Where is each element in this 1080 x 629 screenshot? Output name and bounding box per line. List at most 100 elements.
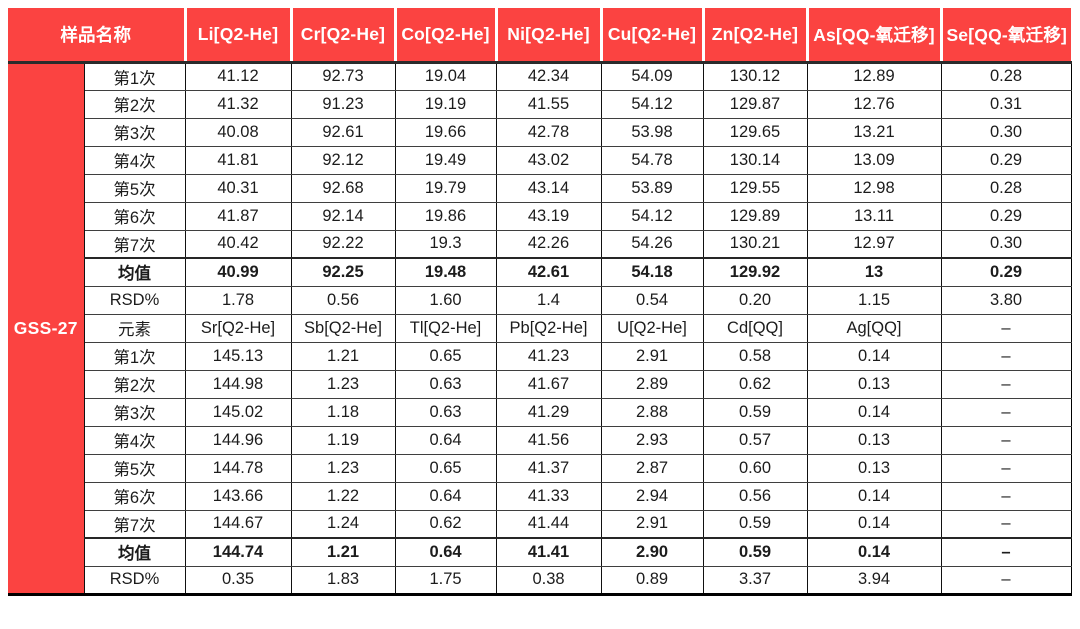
data-cell: 19.04 (395, 62, 497, 91)
data-cell: 1.24 (291, 510, 396, 539)
data-cell: 2.88 (601, 398, 704, 427)
table-row: 第1次 145.13 1.21 0.65 41.23 2.91 0.58 0.14– (8, 342, 1072, 371)
page: 样品名称 Li[Q2-He] Cr[Q2-He] Co[Q2-He] Ni[Q2-He… (8, 8, 1072, 596)
data-cell: 3.94 (807, 566, 942, 595)
data-cell: – (941, 482, 1072, 511)
row-label-cell: 第1次 (84, 62, 186, 91)
data-cell: 0.29 (941, 202, 1072, 231)
data-cell: 130.21 (703, 230, 808, 259)
data-cell: 53.89 (601, 174, 704, 203)
sample-name-cell: GSS-27 (8, 62, 85, 594)
data-cell: 1.21 (291, 342, 396, 371)
data-cell: 43.19 (496, 202, 602, 231)
data-cell: 54.09 (601, 62, 704, 91)
row-label-cell: 第2次 (84, 90, 186, 119)
table-row: 第4次 144.96 1.19 0.64 41.56 2.93 0.57 0.13– (8, 426, 1072, 455)
data-cell: Cd[QQ] (703, 314, 808, 343)
data-cell: 0.38 (496, 566, 602, 595)
data-cell: 0.14 (807, 482, 942, 511)
data-cell: 144.98 (185, 370, 292, 399)
data-cell: 13 (807, 257, 942, 287)
data-cell: – (941, 398, 1072, 427)
data-cell: 42.26 (496, 230, 602, 259)
row-label-cell: 第6次 (84, 482, 186, 511)
data-cell: 129.55 (703, 174, 808, 203)
table-row: 第6次 41.87 92.14 19.86 43.19 54.12 129.89 13.11 0… (8, 202, 1072, 231)
table-row: 第7次 144.67 1.24 0.62 41.44 2.91 0.59 0.14– (8, 510, 1072, 539)
data-cell: 1.4 (496, 286, 602, 315)
data-cell: 130.14 (703, 146, 808, 175)
data-cell: 40.31 (185, 174, 292, 203)
data-cell: 92.12 (291, 146, 396, 175)
data-cell: 144.96 (185, 426, 292, 455)
table-row: 均值 144.74 1.21 0.64 41.41 2.90 0.59 0.14– (8, 537, 1072, 567)
column-header: Co[Q2-He] (393, 8, 496, 64)
data-cell: 0.28 (941, 174, 1072, 203)
data-cell: 0.14 (807, 342, 942, 371)
data-cell: 19.66 (395, 118, 497, 147)
data-cell: – (941, 426, 1072, 455)
data-cell: 144.78 (185, 454, 292, 483)
data-cell: 41.55 (496, 90, 602, 119)
data-cell: 40.42 (185, 230, 292, 259)
data-cell: 12.97 (807, 230, 942, 259)
data-cell: 42.78 (496, 118, 602, 147)
data-cell: 54.18 (601, 257, 704, 287)
data-cell: 92.14 (291, 202, 396, 231)
row-label-cell: 第3次 (84, 398, 186, 427)
table-row: 均值 40.99 92.25 19.48 42.61 54.18 129.92 13 0.29 (8, 257, 1072, 287)
data-cell: 0.28 (941, 62, 1072, 91)
data-cell: – (941, 454, 1072, 483)
data-cell: 13.09 (807, 146, 942, 175)
data-cell: 54.12 (601, 90, 704, 119)
data-cell: 145.02 (185, 398, 292, 427)
data-cell: 3.37 (703, 566, 808, 595)
row-label-cell: 第2次 (84, 370, 186, 399)
row-label-cell: 第6次 (84, 202, 186, 231)
column-header: Li[Q2-He] (183, 8, 291, 64)
data-cell: 41.56 (496, 426, 602, 455)
data-cell: 0.60 (703, 454, 808, 483)
row-label-cell: 第3次 (84, 118, 186, 147)
data-cell: 19.3 (395, 230, 497, 259)
data-cell: 0.14 (807, 537, 942, 567)
data-cell: 13.11 (807, 202, 942, 231)
data-cell: 143.66 (185, 482, 292, 511)
data-cell: 1.22 (291, 482, 396, 511)
table-row: GSS-27 第1次 41.12 92.73 19.04 42.34 54.09 130.12… (8, 62, 1072, 594)
data-cell: 2.93 (601, 426, 704, 455)
data-cell: 0.13 (807, 454, 942, 483)
table-row: 第6次 143.66 1.22 0.64 41.33 2.94 0.56 0.14– (8, 482, 1072, 511)
data-cell: 0.14 (807, 510, 942, 539)
column-header: As[QQ-氧迁移] (805, 8, 941, 64)
data-cell: 0.64 (395, 482, 497, 511)
table-row: 元素 Sr[Q2-He] Sb[Q2-He] Tl[Q2-He] Pb[Q2-He] U[… (8, 314, 1072, 343)
row-label-cell: 元素 (84, 314, 186, 343)
data-cell: 41.44 (496, 510, 602, 539)
data-cell: Sb[Q2-He] (291, 314, 396, 343)
table-row: 第5次 144.78 1.23 0.65 41.37 2.87 0.60 0.13– (8, 454, 1072, 483)
data-cell: 129.92 (703, 257, 808, 287)
data-cell: 3.80 (941, 286, 1072, 315)
data-cell: Ag[QQ] (807, 314, 942, 343)
row-label-cell: 第1次 (84, 342, 186, 371)
data-cell: 53.98 (601, 118, 704, 147)
table-row: RSD% 1.78 0.56 1.60 1.4 0.54 0.20 1.15 3.80 (8, 286, 1072, 315)
data-cell: 1.21 (291, 537, 396, 567)
data-cell: 19.79 (395, 174, 497, 203)
data-cell: 144.74 (185, 537, 292, 567)
data-cell: Pb[Q2-He] (496, 314, 602, 343)
data-cell: 41.41 (496, 537, 602, 567)
data-cell: 1.18 (291, 398, 396, 427)
data-cell: 40.08 (185, 118, 292, 147)
data-cell: 54.12 (601, 202, 704, 231)
data-cell: 0.20 (703, 286, 808, 315)
row-label-cell: 第5次 (84, 174, 186, 203)
data-cell: 41.23 (496, 342, 602, 371)
data-cell: 1.23 (291, 454, 396, 483)
data-cell: 0.14 (807, 398, 942, 427)
data-cell: 0.58 (703, 342, 808, 371)
data-cell: 1.75 (395, 566, 497, 595)
data-cell: 1.15 (807, 286, 942, 315)
data-cell: 0.89 (601, 566, 704, 595)
